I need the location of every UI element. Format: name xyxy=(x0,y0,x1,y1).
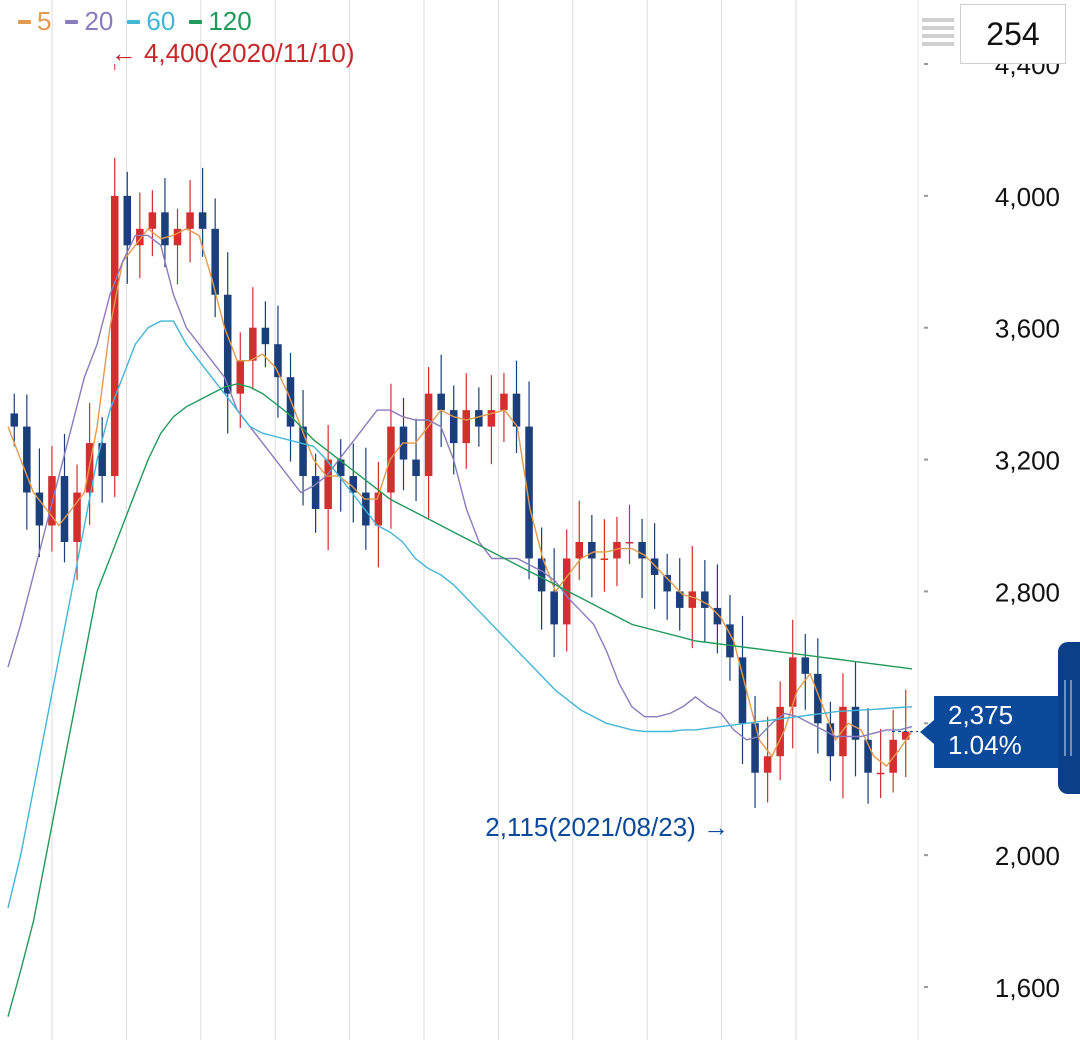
y-tick-label: 2,000 xyxy=(995,841,1060,871)
legend-item-ma20[interactable]: 20 xyxy=(65,6,113,37)
candle-body xyxy=(211,229,219,295)
candle-body xyxy=(689,591,697,607)
candle-body xyxy=(237,361,245,394)
candle-body xyxy=(651,558,659,574)
high-annotation: ← 4,400(2020/11/10) xyxy=(111,38,355,68)
y-tick-label: 3,200 xyxy=(995,446,1060,476)
candle-body xyxy=(550,591,558,624)
candle-body xyxy=(73,493,81,542)
candle-body xyxy=(802,657,810,673)
y-tick-label: 1,600 xyxy=(995,973,1060,1003)
candle-body xyxy=(889,740,897,773)
legend-label-ma5: 5 xyxy=(37,6,51,37)
moving-average-legend: 5 20 60 120 xyxy=(18,6,252,37)
candle-body xyxy=(525,427,533,559)
candle-body xyxy=(576,542,584,558)
low-annotation: 2,115(2021/08/23) → xyxy=(485,812,729,842)
candle-body xyxy=(11,413,19,426)
ma-line-120 xyxy=(8,384,912,1017)
candle-body xyxy=(601,558,609,560)
candle-body xyxy=(663,575,671,591)
current-price: 2,375 xyxy=(948,700,1058,730)
candle-body xyxy=(425,394,433,476)
ma-line-60 xyxy=(8,321,912,908)
legend-swatch-ma20 xyxy=(65,20,78,24)
candle-body xyxy=(814,674,822,723)
current-price-tag: 2,375 1.04% xyxy=(934,696,1058,768)
candle-body xyxy=(161,212,169,245)
ma-line-5 xyxy=(8,229,912,766)
ma-line-20 xyxy=(8,235,912,739)
candle-body xyxy=(588,542,596,558)
candle-body xyxy=(337,460,345,476)
chart-scroll-handle[interactable] xyxy=(1058,642,1080,794)
candle-body xyxy=(61,476,69,542)
candle-body xyxy=(249,328,257,361)
legend-item-ma5[interactable]: 5 xyxy=(18,6,51,37)
candle-body xyxy=(312,476,320,509)
candle-body xyxy=(500,394,508,410)
candle-body xyxy=(437,394,445,410)
legend-item-ma120[interactable]: 120 xyxy=(189,6,251,37)
candle-body xyxy=(387,427,395,493)
y-tick-label: 4,000 xyxy=(995,182,1060,212)
candle-count-box[interactable]: 254 xyxy=(960,4,1066,64)
legend-item-ma60[interactable]: 60 xyxy=(127,6,175,37)
candle-body xyxy=(789,657,797,706)
legend-swatch-ma120 xyxy=(189,20,202,24)
candle-body xyxy=(764,756,772,772)
y-tick-label: 3,600 xyxy=(995,314,1060,344)
candle-body xyxy=(852,707,860,740)
legend-swatch-ma5 xyxy=(18,20,31,24)
candle-body xyxy=(877,773,885,775)
candle-body xyxy=(463,410,471,443)
candle-body xyxy=(412,460,420,476)
candle-body xyxy=(186,212,194,228)
candle-body xyxy=(839,707,847,756)
candle-body xyxy=(149,212,157,228)
legend-label-ma60: 60 xyxy=(146,6,175,37)
candle-body xyxy=(262,328,270,344)
candle-body xyxy=(324,460,332,509)
y-tick-label: 2,800 xyxy=(995,577,1060,607)
candle-body xyxy=(626,542,634,544)
hamburger-icon[interactable] xyxy=(920,14,956,52)
candle-body xyxy=(475,410,483,426)
candle-body xyxy=(701,591,709,607)
legend-label-ma120: 120 xyxy=(208,6,251,37)
legend-swatch-ma60 xyxy=(127,20,140,24)
candle-body xyxy=(111,196,119,476)
candle-body xyxy=(827,723,835,756)
candle-body xyxy=(124,196,132,245)
price-change: 1.04% xyxy=(948,730,1058,760)
candle-body xyxy=(199,212,207,228)
legend-label-ma20: 20 xyxy=(84,6,113,37)
candle-body xyxy=(751,723,759,772)
